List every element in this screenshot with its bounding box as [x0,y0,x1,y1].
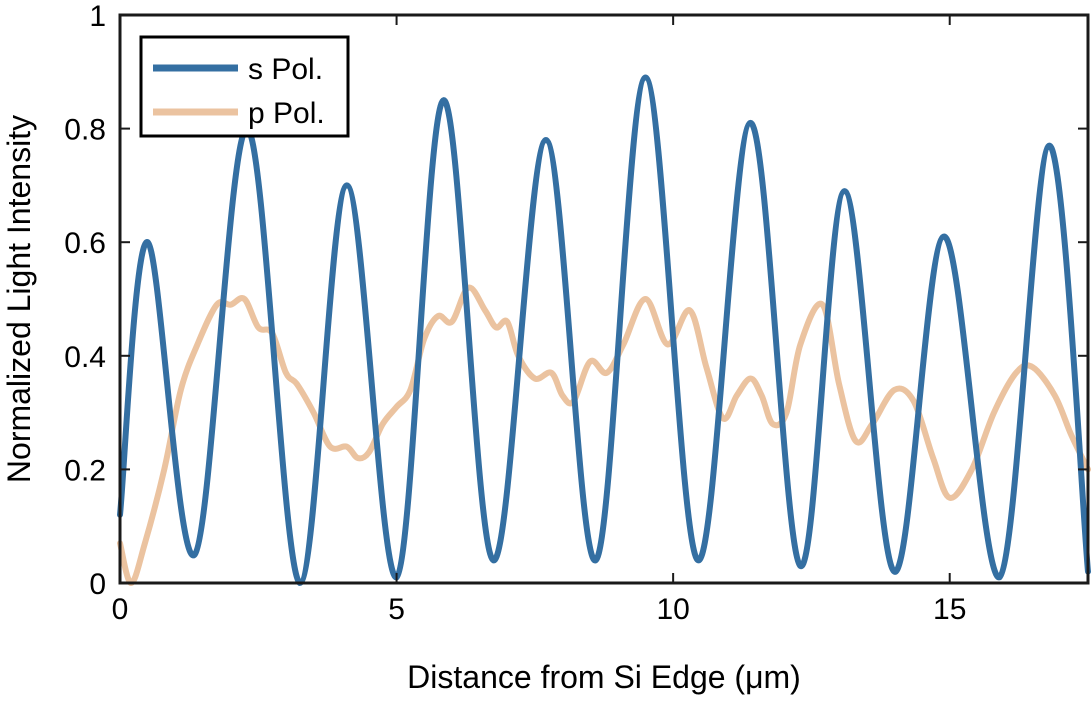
x-tick-label: 0 [112,593,129,626]
y-axis-title: Normalized Light Intensity [1,115,37,483]
x-axis-title: Distance from Si Edge (μm) [407,659,801,695]
series-layer [117,74,1091,586]
legend-label-s-pol: s Pol. [248,53,323,86]
y-tick-label: 1 [89,0,106,33]
y-tick-label: 0.6 [64,227,106,260]
legend-box [139,35,350,138]
legend-label-p-pol: p Pol. [248,97,325,130]
y-tick-label: 0.8 [64,114,106,147]
y-tick-label: 0.2 [64,454,106,487]
x-tick-label: 10 [656,593,689,626]
y-tick-label: 0.4 [64,341,106,374]
x-tick-label: 15 [933,593,966,626]
legend: s Pol. p Pol. [139,35,350,138]
x-tick-label: 5 [388,593,405,626]
ticks-layer: 0 5 10 15 0 0.2 0.4 0.6 0.8 1 [64,0,1088,626]
axes-box [118,13,1090,585]
series-line-s-pol [117,74,1091,586]
y-tick-label: 0 [89,568,106,601]
